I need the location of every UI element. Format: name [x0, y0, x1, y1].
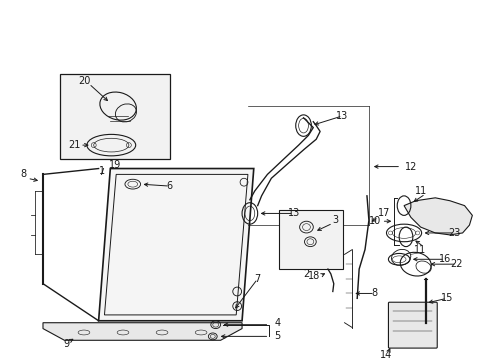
Text: 20: 20 — [78, 76, 90, 86]
Text: 12: 12 — [404, 162, 416, 172]
Text: 2: 2 — [303, 269, 309, 279]
Text: 5: 5 — [273, 332, 280, 341]
Text: 15: 15 — [440, 293, 452, 303]
Text: 9: 9 — [63, 339, 69, 349]
Text: 10: 10 — [368, 216, 380, 226]
Text: 11: 11 — [414, 186, 426, 196]
Polygon shape — [43, 323, 242, 340]
Polygon shape — [99, 168, 253, 321]
Text: 6: 6 — [166, 181, 173, 191]
Text: 14: 14 — [380, 350, 392, 360]
Text: 11: 11 — [413, 244, 425, 255]
Text: 13: 13 — [336, 111, 348, 121]
Bar — [279, 211, 342, 269]
Text: 22: 22 — [449, 259, 462, 269]
Text: 18: 18 — [307, 271, 320, 281]
Text: 13: 13 — [287, 208, 299, 219]
Text: 21: 21 — [68, 140, 80, 150]
Text: 1: 1 — [98, 166, 104, 176]
Polygon shape — [403, 198, 471, 235]
Text: 19: 19 — [109, 159, 121, 170]
FancyBboxPatch shape — [387, 302, 436, 348]
Text: 17: 17 — [378, 208, 390, 219]
Text: 4: 4 — [274, 318, 280, 328]
Text: 8: 8 — [371, 288, 377, 298]
Text: 16: 16 — [438, 254, 450, 264]
Text: 23: 23 — [447, 228, 460, 238]
Text: 3: 3 — [332, 215, 338, 225]
Bar — [60, 74, 169, 159]
Text: 8: 8 — [20, 170, 26, 179]
Text: 7: 7 — [254, 274, 260, 284]
